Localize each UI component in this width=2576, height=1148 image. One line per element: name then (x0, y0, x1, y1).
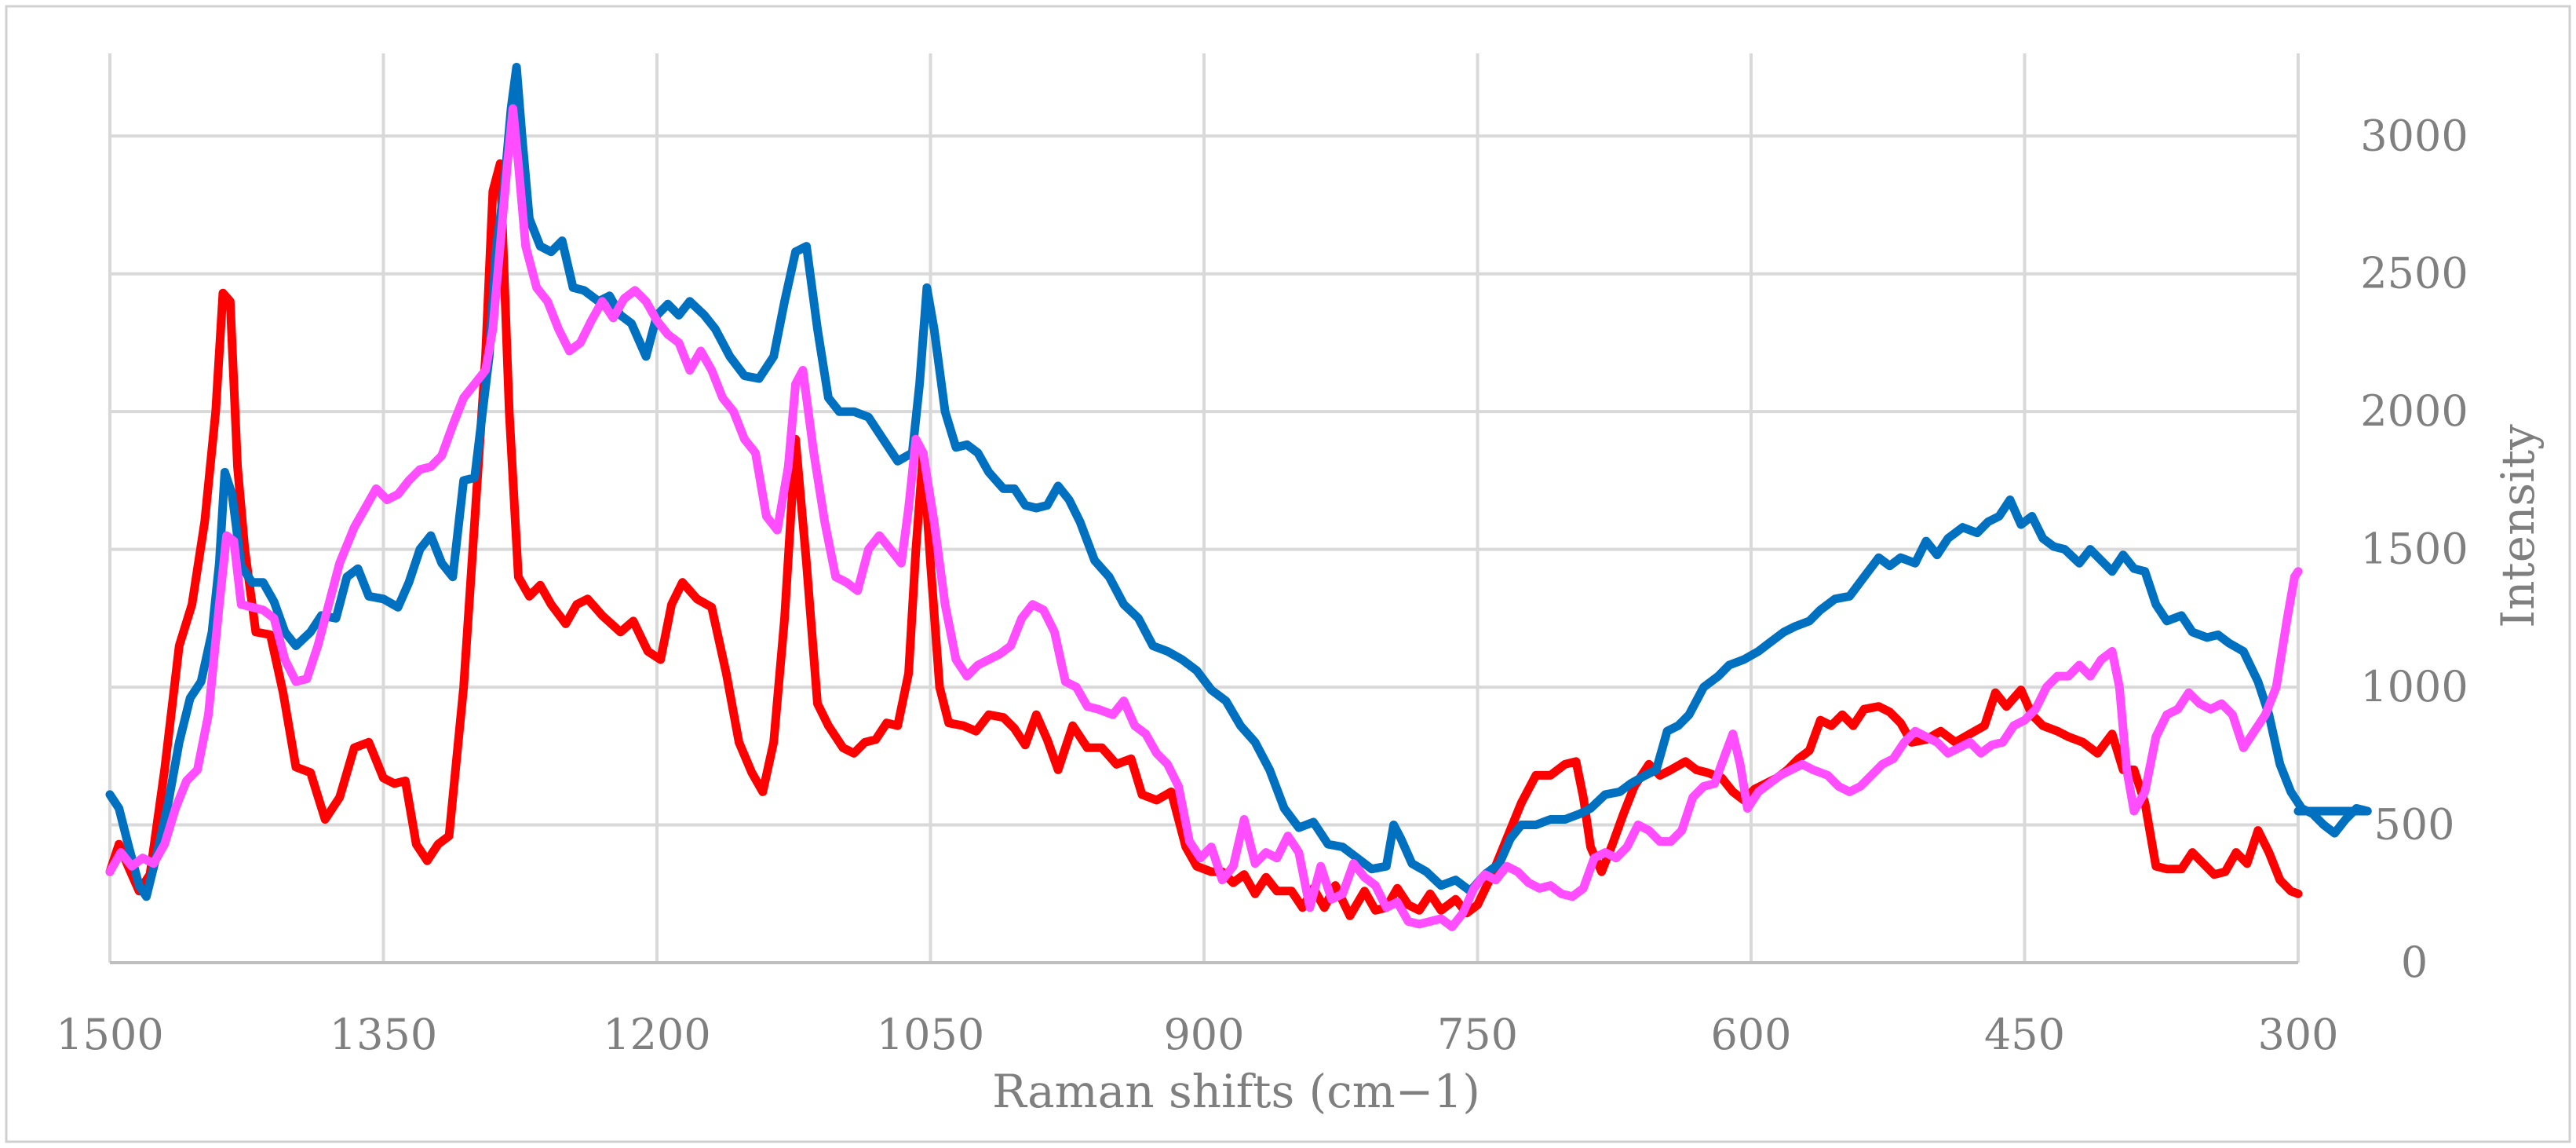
series-lines (105, 63, 2372, 931)
y-tick-label: 1500 (2360, 525, 2468, 574)
y-tick-label: 2500 (2360, 249, 2468, 298)
x-tick-label: 600 (1710, 1010, 1791, 1059)
y-tick-label: 2000 (2360, 386, 2468, 436)
x-tick-label: 1350 (330, 1010, 437, 1059)
x-axis-title: Raman shifts (cm−1) (992, 1065, 1480, 1118)
y-tick-label: 1000 (2360, 662, 2468, 711)
x-tick-label: 1050 (877, 1010, 984, 1059)
x-tick-label: 300 (2257, 1010, 2338, 1059)
x-tick-label: 1500 (56, 1010, 163, 1059)
x-tick-label: 750 (1437, 1010, 1518, 1059)
y-tick-label: 500 (2373, 800, 2454, 850)
x-tick-labels: 1500 1350 1200 1050 900 750 600 450 300 (56, 1010, 2338, 1059)
y-tick-label: 3000 (2360, 111, 2468, 160)
x-tick-label: 900 (1163, 1010, 1244, 1059)
series-line-3 (105, 104, 2303, 931)
x-tick-label: 1200 (603, 1010, 710, 1059)
x-tick-label: 450 (1984, 1010, 2065, 1059)
chart-border (5, 5, 2571, 1143)
series-line-2 (105, 63, 2372, 901)
y-tick-labels: 0 500 1000 1500 2000 2500 3000 (2360, 111, 2468, 987)
y-axis-title: Intensity (2491, 424, 2545, 628)
y-tick-label: 0 (2401, 938, 2428, 987)
